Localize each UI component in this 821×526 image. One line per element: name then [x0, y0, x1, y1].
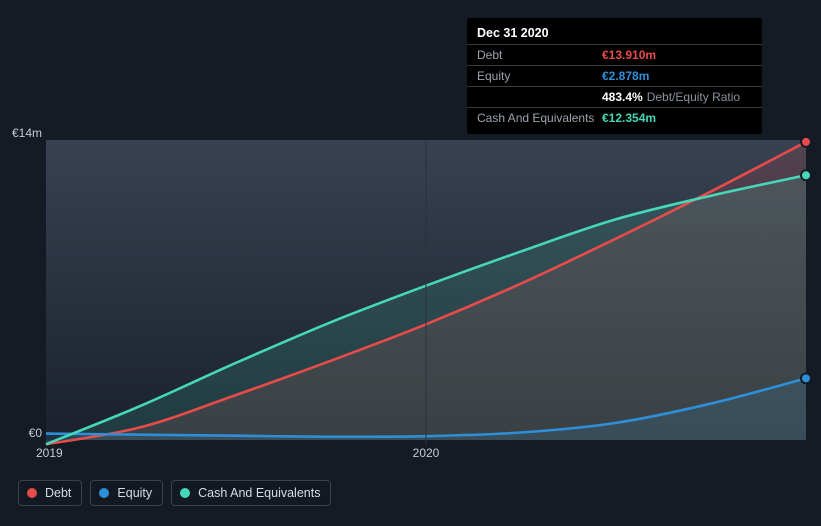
tooltip-row: Equity€2.878m — [467, 65, 762, 86]
tooltip-row-value: €2.878m — [602, 69, 649, 83]
equity-marker — [801, 373, 811, 383]
legend-label: Equity — [117, 486, 152, 500]
x-tick-label: 2019 — [36, 446, 63, 460]
tooltip-row-label: Cash And Equivalents — [477, 111, 602, 125]
chart-tooltip: Dec 31 2020 Debt€13.910mEquity€2.878m483… — [467, 18, 762, 134]
x-tick-label: 2020 — [413, 446, 440, 460]
legend-swatch — [180, 488, 190, 498]
legend-label: Cash And Equivalents — [198, 486, 320, 500]
legend-item-cash[interactable]: Cash And Equivalents — [171, 480, 331, 506]
tooltip-row-value: €13.910m — [602, 48, 656, 62]
y-tick-label: €0 — [4, 426, 42, 440]
legend-label: Debt — [45, 486, 71, 500]
legend-swatch — [99, 488, 109, 498]
tooltip-row-label — [477, 90, 602, 104]
legend-swatch — [27, 488, 37, 498]
tooltip-row: Debt€13.910m — [467, 44, 762, 65]
tooltip-row-value: 483.4% — [602, 90, 643, 104]
tooltip-row: Cash And Equivalents€12.354m — [467, 107, 762, 128]
legend-item-debt[interactable]: Debt — [18, 480, 82, 506]
debt-marker — [801, 137, 811, 147]
tooltip-row: 483.4% Debt/Equity Ratio — [467, 86, 762, 107]
cash-marker — [801, 170, 811, 180]
tooltip-row-label: Debt — [477, 48, 602, 62]
tooltip-title: Dec 31 2020 — [467, 24, 762, 44]
chart-legend: Debt Equity Cash And Equivalents — [18, 480, 331, 506]
legend-item-equity[interactable]: Equity — [90, 480, 163, 506]
tooltip-row-label: Equity — [477, 69, 602, 83]
tooltip-row-value: €12.354m — [602, 111, 656, 125]
tooltip-row-suffix: Debt/Equity Ratio — [647, 90, 740, 104]
y-tick-label: €14m — [4, 126, 42, 140]
